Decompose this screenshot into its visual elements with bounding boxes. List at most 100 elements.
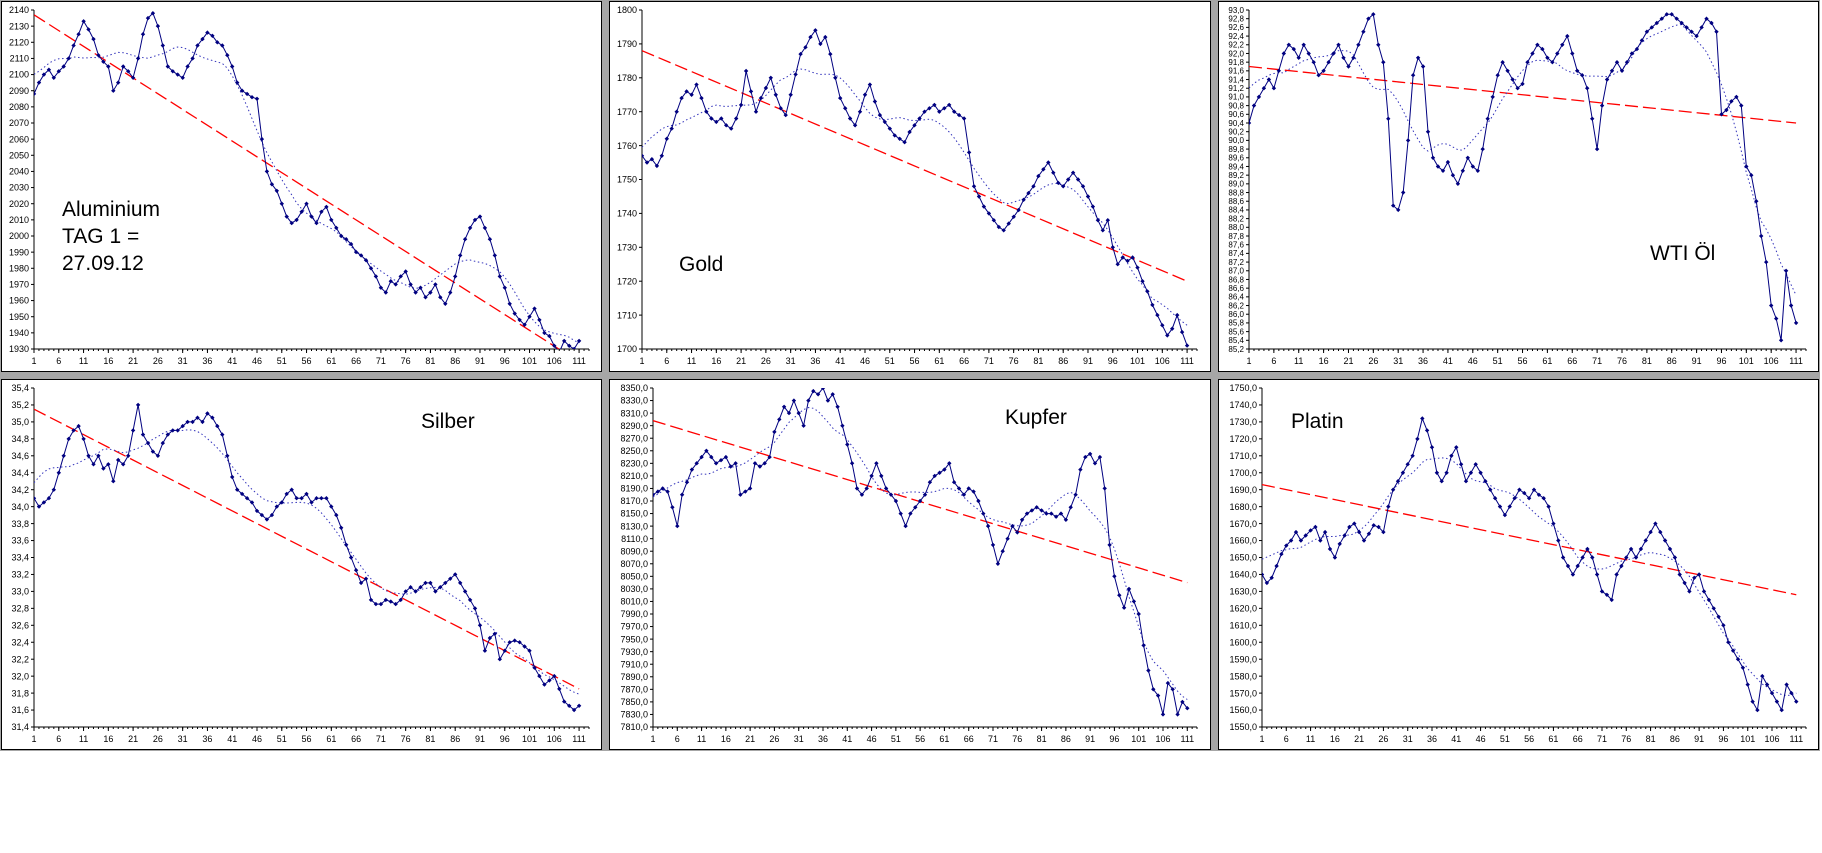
- y-axis-label: 92,4: [1228, 32, 1244, 41]
- y-axis-label: 89,2: [1228, 171, 1244, 180]
- x-axis-label: 66: [351, 734, 361, 744]
- x-axis-label: 6: [56, 356, 61, 366]
- y-axis-label: 33,2: [11, 570, 29, 580]
- y-axis-label: 8330,0: [621, 396, 649, 406]
- y-axis-label: 7890,0: [621, 672, 649, 682]
- x-axis-label: 86: [1666, 356, 1676, 366]
- x-axis-label: 106: [1155, 356, 1170, 366]
- y-axis-label: 1980: [9, 263, 29, 273]
- y-axis-label: 7870,0: [621, 684, 649, 694]
- y-axis-label: 2000: [9, 231, 29, 241]
- y-axis-label: 1740,0: [1229, 400, 1257, 410]
- y-axis-label: 91,4: [1228, 75, 1244, 84]
- y-axis-label: 88,0: [1228, 223, 1244, 232]
- x-axis-label: 21: [128, 356, 138, 366]
- y-axis-label: 34,8: [11, 434, 29, 444]
- y-axis-label: 88,2: [1228, 214, 1244, 223]
- y-axis-label: 1930: [9, 344, 29, 354]
- x-axis-label: 71: [984, 356, 994, 366]
- y-axis-label: 85,8: [1228, 319, 1244, 328]
- y-axis-label: 33,0: [11, 587, 29, 597]
- y-axis-label: 93,0: [1228, 6, 1244, 15]
- chart-panel-silber[interactable]: 35,4 35,2 35,0 34,8 34,6 34,4 34,2 34,0 33,8 33,6…: [1, 379, 603, 750]
- chart-panel-aluminium[interactable]: 2140 2130 2120 2110 2100 2090 2080 2070 2060 2050…: [1, 1, 603, 372]
- y-axis-label: 1630,0: [1229, 587, 1257, 597]
- x-axis-label: 6: [1271, 356, 1276, 366]
- y-axis-label: 7830,0: [621, 710, 649, 720]
- x-axis-label: 51: [1492, 356, 1502, 366]
- y-axis-label: 1720,0: [1229, 434, 1257, 444]
- price-line: [1261, 416, 1797, 712]
- x-axis-label: 51: [885, 356, 895, 366]
- y-axis-label: 88,8: [1228, 188, 1244, 197]
- x-axis-label: 46: [1475, 734, 1485, 744]
- x-axis-label: 76: [1013, 734, 1023, 744]
- chart-panel-wti[interactable]: 93,0 92,8 92,6 92,4 92,2 92,0 91,8 91,6 91,4 91,2…: [1217, 1, 1819, 372]
- y-axis-label: 34,6: [11, 451, 29, 461]
- price-markers: [1248, 12, 1798, 343]
- x-axis-label: 76: [401, 734, 411, 744]
- y-axis-label: 2110: [10, 54, 29, 64]
- x-axis-label: 36: [1427, 734, 1437, 744]
- y-axis-label: 1730,0: [1229, 417, 1257, 427]
- y-axis-label: 7930,0: [621, 647, 649, 657]
- x-axis-label: 106: [1763, 356, 1778, 366]
- y-axis-label: 35,0: [11, 417, 29, 427]
- x-axis-label: 71: [988, 734, 998, 744]
- y-axis-label: 1610,0: [1229, 620, 1257, 630]
- y-axis-label: 92,8: [1228, 14, 1244, 23]
- y-axis-label: 2050: [9, 150, 29, 160]
- y-axis-label: 33,4: [11, 553, 29, 563]
- x-axis-label: 31: [794, 734, 804, 744]
- chart-annotation: Platin: [1291, 410, 1344, 433]
- y-axis-label: 1740: [617, 209, 637, 219]
- y-axis-label: 88,4: [1228, 206, 1244, 215]
- x-axis-label: 96: [1110, 734, 1120, 744]
- x-axis-label: 11: [1306, 734, 1315, 744]
- x-axis-label: 16: [103, 356, 113, 366]
- y-axis-label: 8230,0: [621, 458, 649, 468]
- x-axis-label: 91: [1085, 734, 1095, 744]
- x-axis-label: 86: [1059, 356, 1069, 366]
- y-axis-label: 2120: [9, 37, 29, 47]
- x-axis-label: 61: [326, 734, 336, 744]
- x-axis-label: 61: [326, 356, 336, 366]
- y-axis-label: 1710: [617, 310, 637, 320]
- x-axis-label: 96: [1718, 734, 1728, 744]
- chart-annotation: Gold: [679, 253, 723, 276]
- y-axis-label: 33,8: [11, 519, 29, 529]
- x-axis-label: 21: [1343, 356, 1353, 366]
- chart-panel-gold[interactable]: 1800 1790 1780 1770 1760 1750 1740 1730 1720 1710…: [609, 1, 1211, 372]
- x-axis-label: 51: [277, 356, 287, 366]
- y-axis-label: 31,8: [11, 688, 29, 698]
- x-axis-label: 106: [1764, 734, 1779, 744]
- x-axis-label: 6: [56, 734, 61, 744]
- x-axis-label: 36: [811, 356, 821, 366]
- price-markers: [642, 28, 1190, 348]
- y-axis-label: 32,6: [11, 620, 29, 630]
- x-axis-label: 41: [836, 356, 846, 366]
- x-axis-label: 26: [153, 356, 163, 366]
- x-axis-label: 21: [745, 734, 755, 744]
- chart-panel-platin[interactable]: 1750,0 1740,0 1730,0 1720,0 1710,0 1700,0 1690…: [1217, 379, 1819, 750]
- x-axis-label: 46: [252, 734, 262, 744]
- x-axis-label: 61: [1548, 734, 1558, 744]
- y-axis-label: 8210,0: [621, 471, 649, 481]
- chart-annotation: Kupfer: [1005, 406, 1067, 429]
- x-axis-label: 86: [450, 734, 460, 744]
- x-axis-label: 56: [915, 734, 925, 744]
- x-axis-label: 31: [1393, 356, 1403, 366]
- y-axis-label: 34,4: [11, 468, 29, 478]
- price-line: [653, 388, 1189, 717]
- y-axis-label: 8130,0: [621, 521, 649, 531]
- x-axis-label: 26: [770, 734, 780, 744]
- trend-line: [34, 14, 561, 349]
- y-axis-label: 1970: [9, 280, 29, 290]
- y-axis-label: 8070,0: [621, 559, 649, 569]
- x-axis-label: 16: [712, 356, 722, 366]
- x-axis-label: 51: [891, 734, 901, 744]
- y-axis-label: 91,0: [1228, 93, 1244, 102]
- chart-panel-kupfer[interactable]: 8350,0 8330,0 8310,0 8290,0 8270,0 8250,0 8230…: [609, 379, 1211, 750]
- x-axis-label: 21: [736, 356, 746, 366]
- y-axis-label: 2020: [9, 199, 29, 209]
